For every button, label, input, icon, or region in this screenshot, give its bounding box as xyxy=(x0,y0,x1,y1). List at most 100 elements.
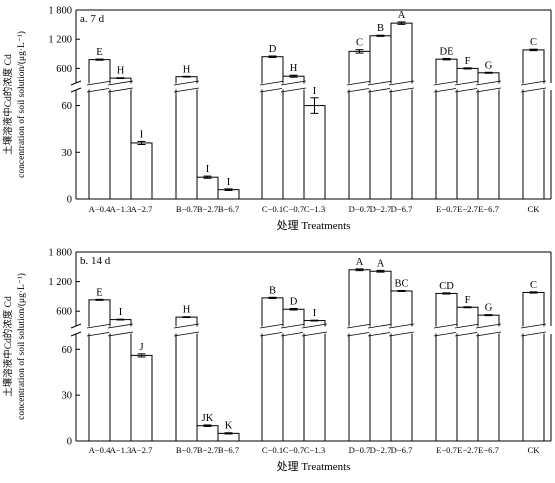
panel-a-sig-letter-3: H xyxy=(183,64,191,75)
panel-a-bar-break-gap-14 xyxy=(477,83,500,90)
panel-b-bar-0 xyxy=(88,299,111,442)
panel-a-bar-break-gap-11 xyxy=(390,83,413,90)
panel-a-bar-break-line-upper-14 xyxy=(475,80,502,86)
panel-b-bar-break-gap-15 xyxy=(522,326,545,334)
panel-b-category-label-2: A−2.7 xyxy=(131,445,153,455)
panel-b-sig-letter-12: CD xyxy=(439,281,454,292)
panel-a-sig-letter-6: D xyxy=(269,44,277,55)
panel-a-bar-7 xyxy=(282,75,305,200)
panel-b-bar-break-line-lower-13 xyxy=(454,331,481,337)
panel-b-break-mark-lower xyxy=(70,331,82,337)
panel-a-category-label-4: B−2.7 xyxy=(197,204,219,214)
panel-a-sig-letter-4: I xyxy=(206,164,210,175)
panel-b-sig-letter-1: I xyxy=(119,307,123,318)
panel-b-ylabel-cn: 土壤溶液中Cd的浓度 Cd xyxy=(2,296,14,397)
panel-a-bar-break-gap-12 xyxy=(435,83,458,90)
panel-a-sig-letter-14: G xyxy=(485,60,493,71)
panel-a-category-label-13: E−2.7 xyxy=(457,204,479,214)
panel-a-bar-break-line-lower-7 xyxy=(280,87,307,93)
panel-b-bar-break-gap-1 xyxy=(109,326,132,334)
panel-a-ytick-label-lower-0: 0 xyxy=(67,195,72,206)
panel-b-category-label-8: C−1.3 xyxy=(304,445,325,455)
panel-b-category-label-13: E−2.7 xyxy=(457,445,479,455)
panel-b-bar-break-line-upper-11 xyxy=(388,323,415,329)
panel-a-sig-letter-9: C xyxy=(356,38,363,49)
panel-b-ylabel-en: concentration of soil solution/(μg·L⁻¹) xyxy=(16,273,27,420)
panel-b-category-label-0: A−0.4 xyxy=(89,445,111,455)
panel-b-xlabel: 处理 Treatments xyxy=(277,460,351,473)
panel-b-bar-15 xyxy=(522,291,545,442)
panel-a-bar-break-gap-0 xyxy=(88,83,111,90)
panel-a-bar-break-line-upper-15 xyxy=(520,80,547,86)
panel-a-category-label-1: A−1.3 xyxy=(110,204,132,214)
panel-a-bar-break-line-lower-9 xyxy=(346,87,373,93)
panel-a-bar-break-line-upper-12 xyxy=(433,80,460,86)
panel-a-bar-break-line-upper-13 xyxy=(454,80,481,86)
panel-b-bar-break-gap-0 xyxy=(88,326,111,334)
panel-a-sig-letter-10: B xyxy=(377,23,384,34)
panel-b-bar-break-gap-6 xyxy=(261,326,284,334)
panel-a-ytick-label-lower-2: 60 xyxy=(62,101,73,112)
panel-b-sig-letter-4: JK xyxy=(202,413,214,424)
panel-a-bar-0 xyxy=(88,59,111,200)
panel-b-bar-1 xyxy=(109,319,132,442)
panel-a-xlabel: 处理 Treatments xyxy=(277,219,351,232)
panel-a-category-label-2: A−2.7 xyxy=(131,204,153,214)
panel-a-sig-letter-0: E xyxy=(96,47,102,58)
panel-b-sig-letter-6: B xyxy=(269,285,276,296)
panel-a-category-label-11: D−6.7 xyxy=(391,204,413,214)
panel-a-bar-break-line-lower-15 xyxy=(520,87,547,93)
panel-b-bar-break-line-upper-14 xyxy=(475,323,502,329)
panel-a-ytick-label-lower-1: 30 xyxy=(62,148,73,159)
panel-a-bar-break-gap-7 xyxy=(282,83,305,90)
panel-a-sig-letter-1: H xyxy=(117,66,125,77)
panel-b-bar-break-line-lower-10 xyxy=(367,331,394,337)
panel-b-ytick-label-lower-2: 60 xyxy=(62,345,73,356)
panel-b-category-label-14: E−6.7 xyxy=(478,445,500,455)
panel-a-bar-break-line-lower-1 xyxy=(107,87,134,93)
panel-b-ytick-label-upper-0: 600 xyxy=(56,307,72,318)
panel-b-bar-break-line-upper-12 xyxy=(433,323,460,329)
panel-b-category-label-1: A−1.3 xyxy=(110,445,132,455)
panel-a-ytick-label-upper-1: 1 200 xyxy=(48,35,72,46)
panel-b-bar-break-line-lower-3 xyxy=(173,331,200,337)
panel-a-bar-break-line-lower-10 xyxy=(367,87,394,93)
panel-a-bar-break-line-upper-1 xyxy=(107,80,134,86)
panel-b-bar-break-line-lower-9 xyxy=(346,331,373,337)
panel-a-category-label-14: E−6.7 xyxy=(478,204,500,214)
panel-a-bar-break-line-lower-13 xyxy=(454,87,481,93)
panel-a-bar-break-line-upper-10 xyxy=(367,80,394,86)
panel-a-category-label-8: C−1.3 xyxy=(304,204,325,214)
panel-b-bar-break-line-lower-7 xyxy=(280,331,307,337)
panel-b-bar-break-line-lower-11 xyxy=(388,331,415,337)
panel-b-sig-letter-14: G xyxy=(485,303,493,314)
panel-a-ylabel-cn: 土壤溶液中Cd的浓度 Cd xyxy=(2,54,14,155)
panel-a-bar-break-line-upper-9 xyxy=(346,80,373,86)
panel-b-bar-break-gap-12 xyxy=(435,326,458,334)
panel-a-break-mark-lower xyxy=(70,87,82,93)
panel-a-bar-2 xyxy=(130,142,153,200)
panel-a-sig-letter-13: F xyxy=(465,56,471,67)
panel-b-ytick-label-lower-1: 30 xyxy=(62,391,73,402)
panel-b-bar-2 xyxy=(130,354,153,442)
panel-b-bar-break-line-upper-15 xyxy=(520,323,547,329)
panel-a-category-label-5: B−6.7 xyxy=(218,204,240,214)
panel-a-bar-12 xyxy=(435,58,458,200)
panel-b-break-mark-upper xyxy=(70,323,82,329)
panel-a-bar-break-line-upper-7 xyxy=(280,80,307,86)
panel-b-bar-8 xyxy=(303,320,326,442)
panel-a-bar-1 xyxy=(109,77,132,200)
panel-a-bar-break-line-lower-0 xyxy=(86,87,113,93)
panel-a-bar-break-line-upper-0 xyxy=(86,80,113,86)
panel-b-category-label-12: E−0.7 xyxy=(436,445,458,455)
panel-b-bar-break-line-upper-8 xyxy=(301,323,328,329)
panel-b-sig-letter-3: H xyxy=(183,305,191,316)
panel-a-sig-letter-12: DE xyxy=(440,46,454,57)
panel-b-bar-12 xyxy=(435,292,458,442)
panel-b-bar-break-gap-14 xyxy=(477,326,500,334)
panel-a-sig-letter-2: I xyxy=(140,129,144,140)
panel-b-ytick-label-lower-0: 0 xyxy=(67,437,72,448)
panel-b-sig-letter-10: A xyxy=(377,258,385,269)
panel-a-bar-break-gap-15 xyxy=(522,83,545,90)
panel-a-bar-break-line-upper-11 xyxy=(388,80,415,86)
